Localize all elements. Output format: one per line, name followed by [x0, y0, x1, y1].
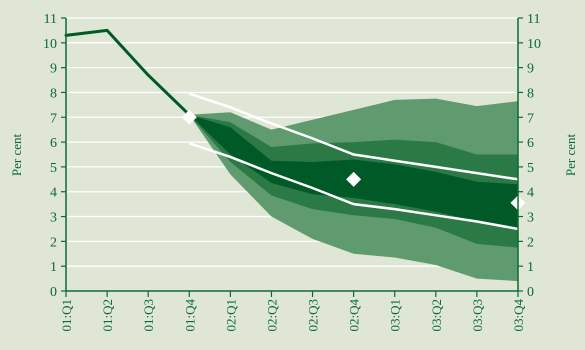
x-tick-label: 01:Q2 [100, 299, 115, 332]
fan-band-inner [189, 114, 519, 228]
x-tick-label: 03:Q1 [388, 299, 403, 332]
y-tick-label-left: 6 [50, 136, 57, 151]
y-tick-label-right: 7 [527, 111, 534, 126]
y-tick-label-right: 2 [527, 235, 534, 250]
diamond-marker [181, 109, 197, 125]
y-tick-label-left: 2 [50, 235, 57, 250]
x-tick-label: 01:Q3 [141, 299, 156, 332]
x-tick-label: 03:Q3 [470, 299, 485, 332]
y-tick-label-right: 0 [527, 285, 534, 300]
y-tick-label-left: 11 [44, 12, 57, 27]
white-line-1 [188, 92, 519, 181]
diamond-marker [346, 171, 362, 187]
projection-lines [188, 92, 519, 231]
x-tick-label: 01:Q1 [59, 299, 74, 332]
y-tick-label-left: 3 [50, 211, 57, 226]
x-tick-label: 02:Q3 [306, 299, 321, 332]
x-tick-label: 03:Q2 [429, 299, 444, 332]
y-tick-label-left: 8 [50, 86, 57, 101]
y-tick-label-left: 0 [50, 285, 57, 300]
y-tick-label-left: 1 [50, 260, 57, 275]
history-series-line [64, 28, 191, 117]
x-tick-label: 02:Q4 [347, 299, 362, 332]
y-tick-label-right: 1 [527, 260, 534, 275]
x-tick-label: 03:Q4 [511, 299, 526, 332]
x-tick-label: 02:Q1 [223, 299, 238, 332]
fan-bands [189, 98, 519, 282]
y-tick-label-left: 4 [50, 186, 57, 201]
y-tick-label-right: 3 [527, 211, 534, 226]
y-axis-title-left: Per cent [9, 133, 24, 176]
y-tick-label-right: 5 [527, 161, 534, 176]
y-tick-label-left: 10 [43, 37, 57, 52]
y-tick-label-right: 4 [527, 186, 534, 201]
y-tick-label-right: 10 [527, 37, 541, 52]
x-tick-label: 02:Q2 [264, 299, 279, 332]
y-axis-title-right: Per cent [563, 133, 578, 176]
y-tick-label-left: 5 [50, 161, 57, 176]
y-tick-label-right: 11 [527, 12, 540, 27]
y-tick-label-right: 9 [527, 62, 534, 77]
y-tick-label-right: 6 [527, 136, 534, 151]
y-tick-label-left: 7 [50, 111, 57, 126]
x-tick-label: 01:Q4 [182, 299, 197, 332]
y-tick-label-right: 8 [527, 86, 534, 101]
y-tick-label-left: 9 [50, 62, 57, 77]
history-line [64, 28, 191, 117]
white-line-2 [188, 142, 519, 231]
